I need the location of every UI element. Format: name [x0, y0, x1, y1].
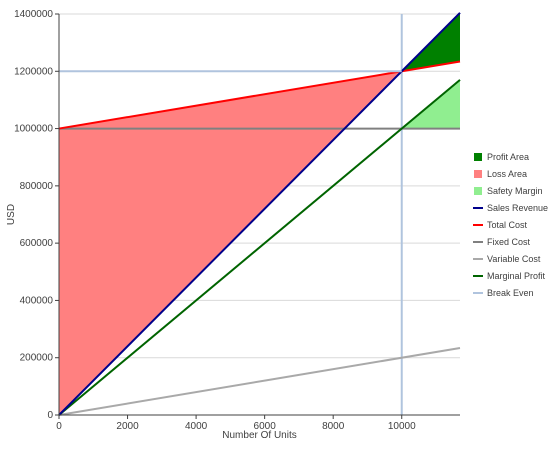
x-tick-label: 0: [56, 421, 62, 432]
legend-label: Sales Revenue: [487, 203, 548, 213]
legend-label: Fixed Cost: [487, 237, 531, 247]
legend-label: Loss Area: [487, 169, 527, 179]
y-tick-label: 1200000: [14, 66, 53, 77]
y-tick-label: 400000: [20, 295, 54, 306]
legend-item-profit-area: Profit Area: [474, 152, 529, 162]
legend-label: Total Cost: [487, 220, 528, 230]
legend-label: Marginal Profit: [487, 271, 546, 281]
y-tick-label: 1400000: [14, 9, 53, 20]
legend-label: Variable Cost: [487, 254, 541, 264]
x-tick-label: 6000: [254, 421, 277, 432]
x-tick-label: 8000: [322, 421, 345, 432]
legend-swatch: [474, 187, 482, 195]
legend: Profit Area Loss Area Safety Margin Sales R…: [473, 152, 548, 298]
y-axis-title: USD: [6, 204, 17, 225]
x-axis-title: Number Of Units: [222, 430, 296, 441]
total-cost-line: [58, 60, 461, 130]
legend-item-safety-margin: Safety Margin: [474, 186, 543, 196]
legend-swatch: [474, 153, 482, 161]
legend-item-total-cost: Total Cost: [473, 220, 528, 230]
y-tick-label: 200000: [20, 353, 54, 364]
legend-item-fixed-cost: Fixed Cost: [473, 237, 531, 247]
legend-swatch: [474, 170, 482, 178]
axes: 0 200000 400000 600000 800000 1000000 1200000 1…: [14, 9, 460, 432]
x-tick-label: 2000: [116, 421, 139, 432]
line-series: [58, 12, 461, 416]
legend-item-break-even: Break Even: [473, 288, 534, 298]
legend-label: Safety Margin: [487, 186, 543, 196]
y-tick-label: 600000: [20, 238, 54, 249]
legend-label: Break Even: [487, 288, 534, 298]
legend-item-sales-revenue: Sales Revenue: [473, 203, 548, 213]
y-tick-label: 1000000: [14, 124, 53, 135]
x-tick-label: 4000: [185, 421, 208, 432]
legend-label: Profit Area: [487, 152, 529, 162]
x-tick-label: 10000: [388, 421, 416, 432]
variable-cost-line: [58, 346, 461, 416]
legend-item-variable-cost: Variable Cost: [473, 254, 541, 264]
sales-revenue-line: [58, 12, 461, 416]
legend-item-loss-area: Loss Area: [474, 169, 527, 179]
legend-item-marginal-profit: Marginal Profit: [473, 271, 546, 281]
y-tick-label: 800000: [20, 181, 54, 192]
y-tick-label: 0: [47, 410, 53, 421]
marginal-profit-line: [58, 79, 461, 416]
